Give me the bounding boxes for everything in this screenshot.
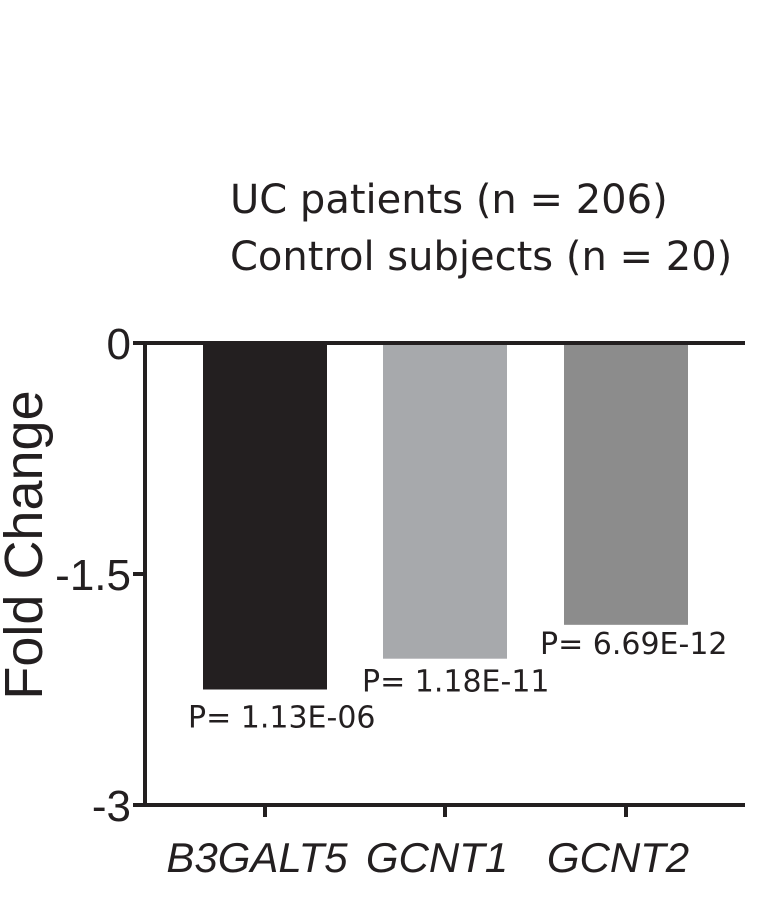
y-tick-label: -1.5 xyxy=(55,551,131,600)
y-tick-label: -3 xyxy=(92,782,131,831)
p-value-label-gcnt1: P= 1.18E-11 xyxy=(362,665,550,700)
y-ticks: 0 -1.5 -3 xyxy=(55,320,145,831)
y-tick-label: 0 xyxy=(107,320,131,369)
bar-b3galt5 xyxy=(203,343,327,690)
axes xyxy=(143,341,745,817)
bar-gcnt1 xyxy=(383,343,507,659)
p-value-label-gcnt2: P= 6.69E-12 xyxy=(540,627,728,662)
legend: UC patients (n = 206) Control subjects (… xyxy=(230,177,732,280)
legend-entry-uc-patients: UC patients (n = 206) xyxy=(230,177,668,223)
bars xyxy=(203,343,688,690)
legend-entry-control-subjects: Control subjects (n = 20) xyxy=(230,234,732,280)
x-tick-labels: B3GALT5 GCNT1 GCNT2 xyxy=(166,834,689,881)
bar-gcnt2 xyxy=(564,343,688,625)
x-tick-label-b3galt5: B3GALT5 xyxy=(166,834,348,881)
p-value-label-b3galt5: P= 1.13E-06 xyxy=(188,701,376,736)
y-axis-label: Fold Change xyxy=(0,390,54,699)
x-tick-label-gcnt2: GCNT2 xyxy=(547,834,689,881)
x-tick-label-gcnt1: GCNT1 xyxy=(366,834,508,881)
p-value-labels: P= 1.13E-06P= 1.18E-11P= 6.69E-12 xyxy=(188,627,728,736)
